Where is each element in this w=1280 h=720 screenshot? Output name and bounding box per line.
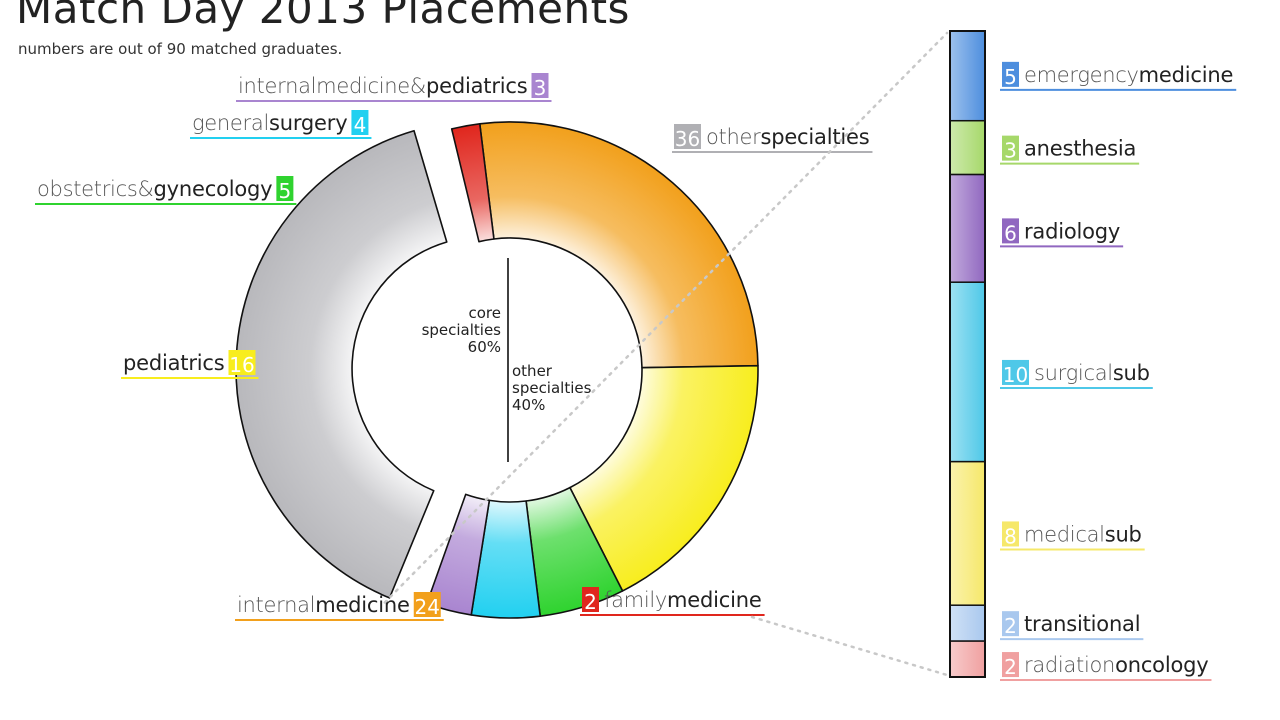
breakdown-label-anesthesia: 3 anesthesia — [1000, 135, 1140, 165]
label-otherspecialties-value: 36 — [675, 127, 700, 151]
label-pediatrics-value-badge — [228, 350, 256, 375]
breakdown-label-transitional-value-badge — [1002, 611, 1019, 637]
center-label-other-line: 40% — [512, 396, 545, 414]
breakdown-label-radiology: 6 radiology — [1000, 218, 1124, 248]
label-generalsurgery: generalsurgery 4 — [190, 110, 372, 139]
label-pediatrics-text: pediatrics — [123, 351, 224, 375]
slice-otherspecialties — [235, 129, 448, 599]
breakdown-label-surgicalsub-value-badge — [1002, 359, 1029, 385]
label-obstetrics-gynecology-value: 5 — [279, 179, 292, 203]
breakdown-bar — [949, 30, 986, 678]
label-pediatrics: pediatrics 16 — [121, 350, 259, 379]
breakdown-label-radiationoncology: 2 radiationoncology — [1000, 652, 1212, 682]
bar-segment-surgicalsub — [949, 281, 986, 463]
bar-segment-radiology — [949, 173, 986, 283]
breakdown-label-transitional-text: transitional — [1024, 612, 1140, 636]
breakdown-label-emergencymedicine-text: emergencymedicine — [1024, 63, 1233, 87]
label-internalmedicine-pediatrics-value: 3 — [534, 76, 547, 100]
bar-outline — [949, 30, 986, 678]
breakdown-label-emergencymedicine: 5 emergencymedicine — [1000, 61, 1237, 91]
connector-bottom — [750, 615, 949, 677]
breakdown-label-medicalsub: 8 medicalsub — [1000, 521, 1145, 551]
breakdown-label-surgicalsub-value: 10 — [1003, 363, 1028, 387]
label-generalsurgery-value: 4 — [354, 113, 367, 137]
label-familymedicine-text: familymedicine — [604, 588, 762, 612]
label-otherspecialties-value-badge — [674, 124, 701, 149]
label-internalmedicine-pediatrics-value-badge — [531, 73, 549, 98]
breakdown-label-surgicalsub-text: surgicalsub — [1034, 361, 1150, 385]
label-internalmedicine-value: 24 — [415, 595, 440, 619]
breakdown-label-anesthesia-value-badge — [1002, 135, 1019, 161]
breakdown-label-emergencymedicine-value-badge — [1002, 61, 1019, 87]
breakdown-label-surgicalsub: 10 surgicalsub — [1000, 359, 1153, 389]
slice-familymedicine — [450, 123, 495, 243]
breakdown-label-transitional: 2 transitional — [1000, 611, 1144, 641]
breakdown-label-transitional-value: 2 — [1004, 614, 1017, 638]
breakdown-label-medicalsub-text: medicalsub — [1024, 522, 1142, 546]
slice-internalmedicine — [478, 121, 759, 369]
breakdown-label-radiationoncology-value: 2 — [1004, 655, 1017, 679]
label-internalmedicine-pediatrics-text: internalmedicine&pediatrics — [238, 74, 528, 98]
breakdown-label-radiationoncology-text: radiationoncology — [1024, 653, 1208, 677]
center-label-other-line: specialties — [512, 379, 592, 397]
label-obstetrics-gynecology-value-badge — [276, 176, 294, 201]
breakdown-label-radiationoncology-value-badge — [1002, 652, 1019, 678]
center-label-core-line: specialties — [422, 321, 502, 339]
breakdown-label-anesthesia-value: 3 — [1004, 139, 1017, 163]
breakdown-label-medicalsub-value-badge — [1002, 521, 1019, 547]
label-generalsurgery-value-badge — [351, 110, 369, 135]
center-label-core-line: core — [469, 304, 502, 322]
bar-segment-anesthesia — [949, 119, 986, 176]
slice-pediatrics — [569, 364, 759, 592]
label-internalmedicine: internalmedicine 24 — [235, 592, 444, 621]
label-familymedicine: 2 familymedicine — [580, 587, 765, 616]
breakdown-label-medicalsub-value: 8 — [1004, 524, 1017, 548]
label-pediatrics-value: 16 — [229, 353, 254, 377]
bar-segment-transitional — [949, 604, 986, 642]
breakdown-label-radiology-value-badge — [1002, 218, 1019, 244]
label-generalsurgery-text: generalsurgery — [192, 111, 347, 135]
label-otherspecialties: 36 otherspecialties — [672, 124, 873, 153]
breakdown-label-radiology-text: radiology — [1024, 219, 1120, 243]
breakdown-label-anesthesia-text: anesthesia — [1024, 137, 1136, 161]
breakdown-label-emergencymedicine-value: 5 — [1004, 65, 1017, 89]
chart-subtitle: numbers are out of 90 matched graduates. — [18, 40, 343, 58]
bar-segment-emergencymedicine — [949, 30, 986, 122]
label-internalmedicine-text: internalmedicine — [237, 593, 410, 617]
label-obstetrics-gynecology-text: obstetrics&gynecology — [37, 177, 272, 201]
chart-title: Match Day 2013 Placements — [16, 0, 630, 33]
bar-segment-radiationoncology — [949, 640, 986, 678]
bar-segment-medicalsub — [949, 460, 986, 606]
center-label-core-line: 60% — [468, 338, 501, 356]
label-familymedicine-value: 2 — [584, 590, 597, 614]
label-otherspecialties-text: otherspecialties — [706, 125, 869, 149]
label-obstetrics-gynecology: obstetrics&gynecology 5 — [35, 176, 297, 205]
label-internalmedicine-pediatrics: internalmedicine&pediatrics 3 — [236, 73, 552, 102]
center-label-other-line: other — [512, 362, 553, 380]
label-internalmedicine-value-badge — [413, 592, 441, 617]
donut-slices — [235, 121, 759, 619]
breakdown-label-radiology-value: 6 — [1004, 221, 1017, 245]
label-familymedicine-value-badge — [582, 587, 599, 612]
connector-top — [383, 31, 949, 604]
